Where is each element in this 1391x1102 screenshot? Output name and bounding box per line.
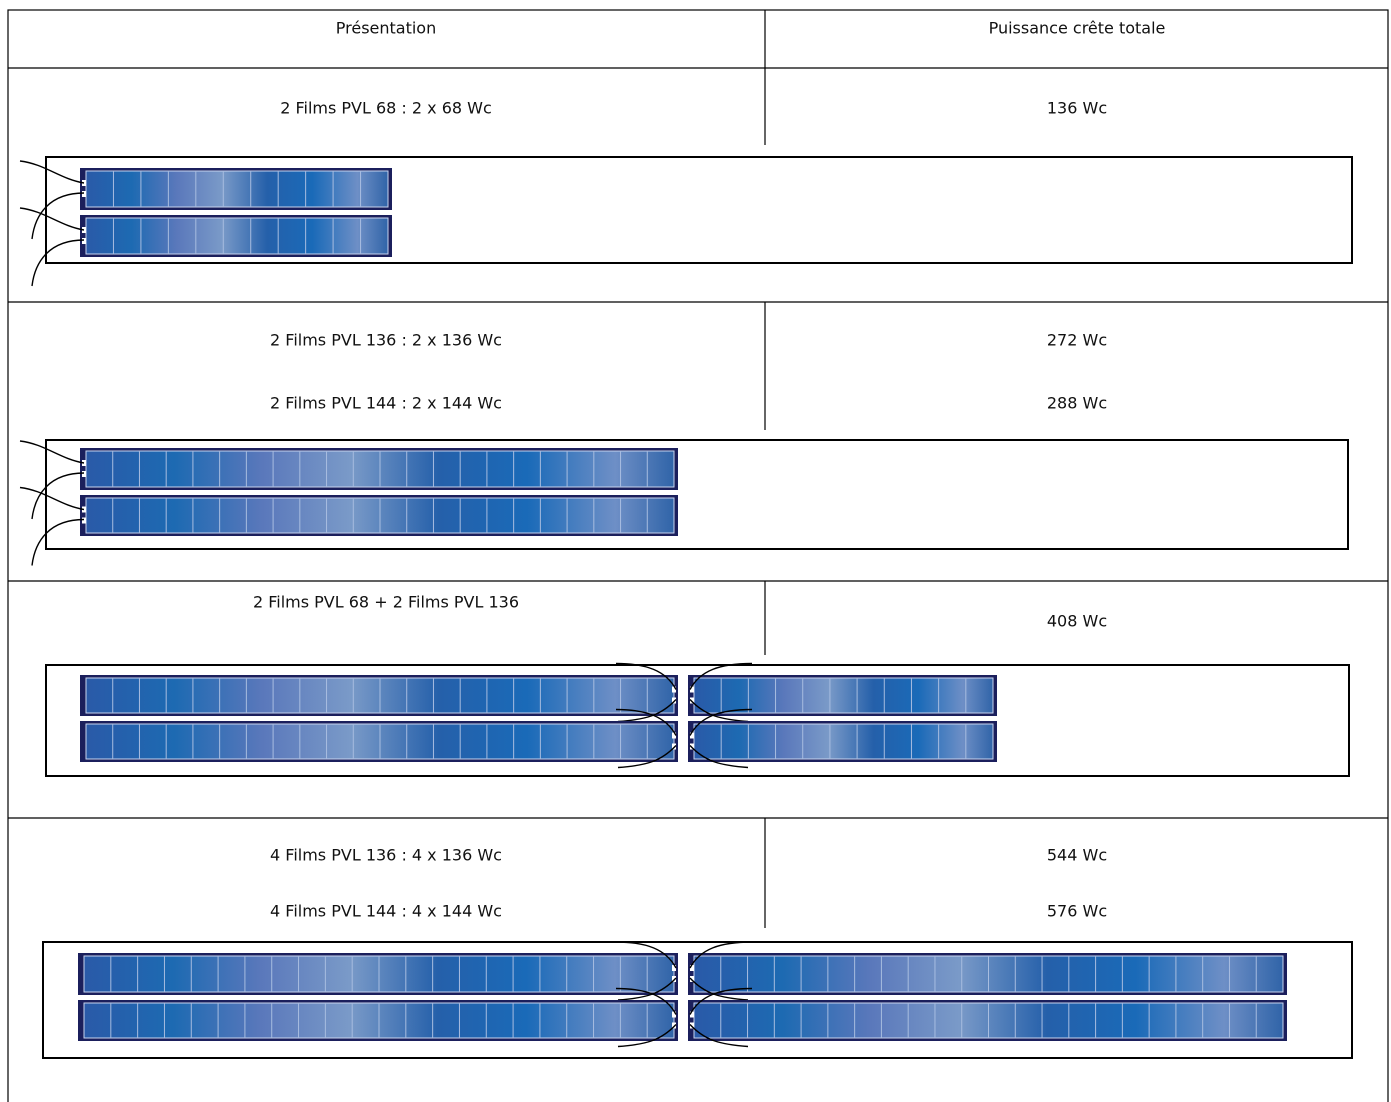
power: 408 Wc: [1047, 612, 1107, 631]
solar-cells: [86, 171, 388, 207]
presentation: 2 Films PVL 136 : 2 x 136 Wc: [270, 331, 502, 350]
header-cell: Présentation: [336, 19, 436, 38]
wire: [32, 193, 84, 239]
presentation: 2 Films PVL 144 : 2 x 144 Wc: [270, 394, 502, 413]
solar-cells: [86, 218, 388, 254]
power: 136 Wc: [1047, 99, 1107, 118]
wire: [20, 161, 84, 183]
solar-cells: [694, 678, 993, 713]
page: Présentation Puissance crête totale 2 Fi…: [0, 0, 1391, 1102]
header-cell: Puissance crête totale: [989, 19, 1166, 38]
wire: [20, 208, 84, 230]
connector: [82, 518, 86, 524]
wire: [32, 520, 84, 566]
solar-cells: [694, 724, 993, 759]
wire: [32, 473, 84, 519]
power: 576 Wc: [1047, 902, 1107, 921]
power: 544 Wc: [1047, 846, 1107, 865]
presentation: 2 Films PVL 68 + 2 Films PVL 136: [253, 593, 519, 612]
wire: [20, 488, 84, 510]
presentation: 4 Films PVL 136 : 4 x 136 Wc: [270, 846, 502, 865]
presentation: 4 Films PVL 144 : 4 x 144 Wc: [270, 902, 502, 921]
presentation: 2 Films PVL 68 : 2 x 68 Wc: [280, 99, 492, 118]
connector: [82, 191, 86, 197]
connector: [82, 238, 86, 244]
wire: [20, 441, 84, 463]
power: 288 Wc: [1047, 394, 1107, 413]
power: 272 Wc: [1047, 331, 1107, 350]
connector: [82, 471, 86, 477]
